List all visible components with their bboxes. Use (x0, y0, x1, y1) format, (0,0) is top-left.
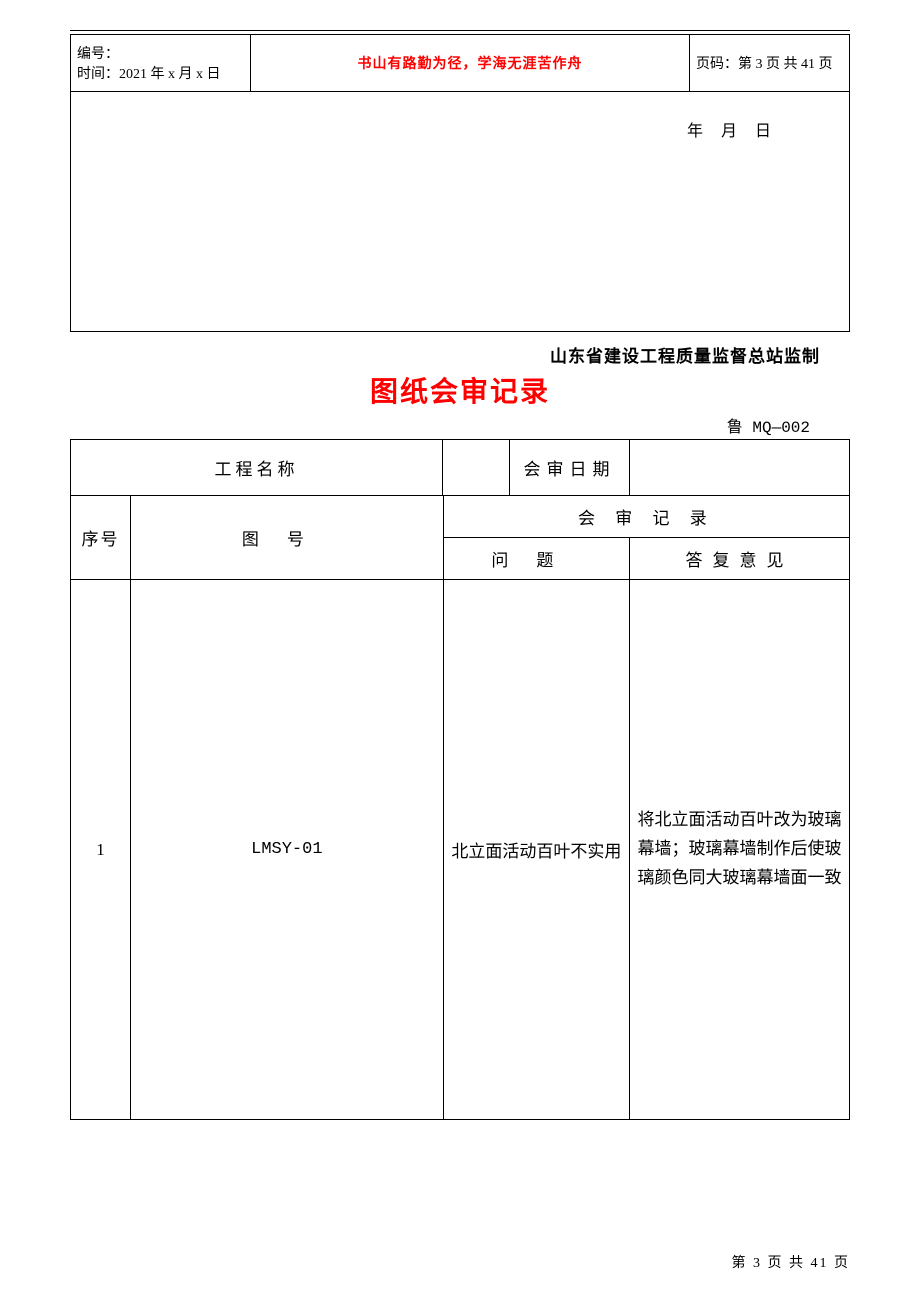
date-text: 年月日 (687, 117, 789, 141)
header-time-label: 时间：2021 年 x 月 x 日 (77, 63, 244, 83)
document-code: 鲁 MQ—002 (70, 413, 850, 437)
answer-cell: 将北立面活动百叶改为玻璃幕墙；玻璃幕墙制作后使玻璃颜色同大玻璃幕墙面一致 (630, 580, 850, 1120)
page-container: 编号： 时间：2021 年 x 月 x 日 书山有路勤为径，学海无涯苦作舟 页码… (0, 0, 920, 1120)
project-row: 工程名称 会审日期 (71, 440, 850, 496)
header-table: 编号： 时间：2021 年 x 月 x 日 书山有路勤为径，学海无涯苦作舟 页码… (70, 34, 850, 92)
column-header-row-1: 序号 图号 会 审 记 录 (71, 496, 850, 538)
main-table: 工程名称 会审日期 序号 图号 会 审 记 录 问题 答复意见 1 LMSY-0… (70, 439, 850, 1120)
drawing-cell: LMSY-01 (131, 580, 444, 1120)
header-page-info: 页码：第 3 页 共 41 页 (690, 35, 850, 92)
seq-cell: 1 (71, 580, 131, 1120)
review-date-value (630, 440, 850, 496)
answer-header: 答复意见 (630, 538, 850, 580)
seq-header: 序号 (71, 496, 131, 580)
document-title: 图纸会审记录 (70, 370, 850, 410)
top-divider (70, 30, 850, 31)
header-number-label: 编号： (77, 43, 244, 63)
header-motto: 书山有路勤为径，学海无涯苦作舟 (251, 35, 690, 92)
problem-cell: 北立面活动百叶不实用 (443, 580, 629, 1120)
project-name-value (443, 440, 510, 496)
problem-header: 问题 (443, 538, 629, 580)
drawing-header: 图号 (131, 496, 444, 580)
review-date-label: 会审日期 (510, 440, 630, 496)
date-box: 年月日 (70, 92, 850, 332)
project-name-label: 工程名称 (71, 440, 443, 496)
header-left-cell: 编号： 时间：2021 年 x 月 x 日 (71, 35, 251, 92)
table-row: 1 LMSY-01 北立面活动百叶不实用 将北立面活动百叶改为玻璃幕墙；玻璃幕墙… (71, 580, 850, 1120)
footer-page-number: 第 3 页 共 41 页 (732, 1252, 851, 1272)
supervision-text: 山东省建设工程质量监督总站监制 (70, 342, 850, 367)
review-record-header: 会 审 记 录 (443, 496, 849, 538)
